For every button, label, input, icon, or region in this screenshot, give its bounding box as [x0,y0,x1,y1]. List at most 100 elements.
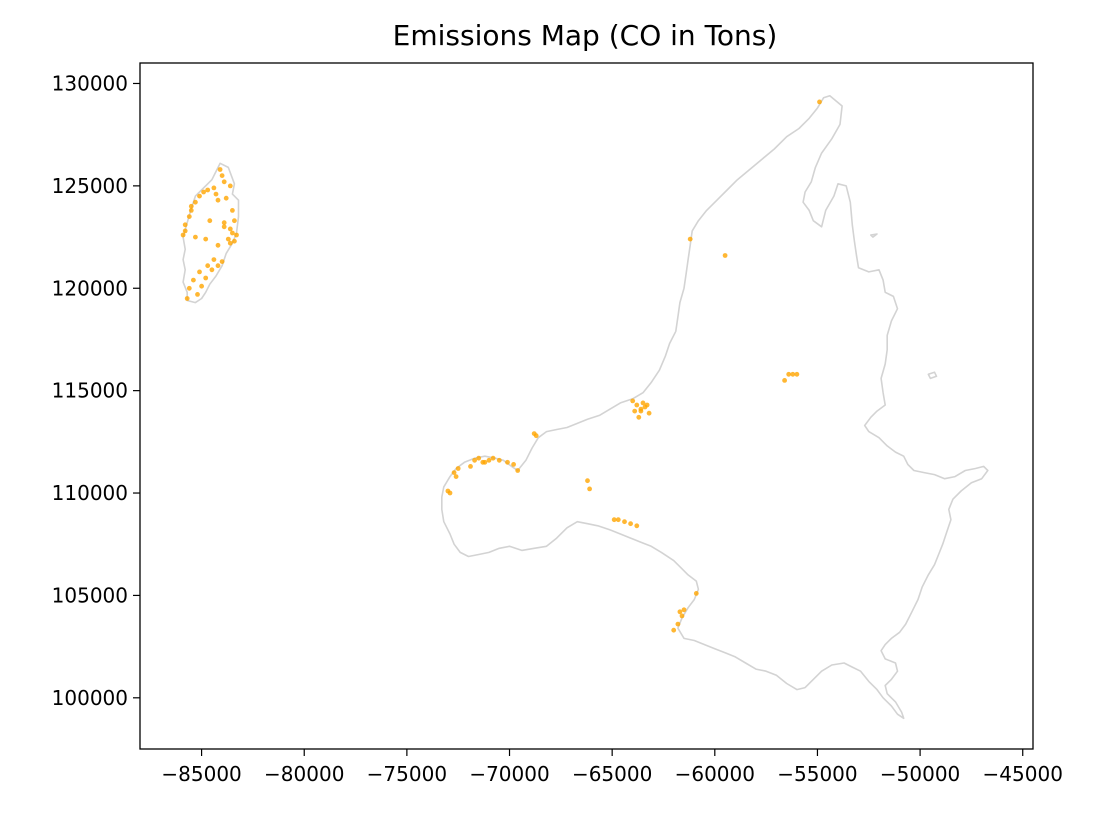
emission-point [671,627,677,633]
emission-point [193,199,198,205]
x-axis: −85000 −80000 −75000 −70000 −65000 −60000 −550… [161,749,1063,786]
emission-point [186,285,192,291]
emission-point [453,474,459,479]
y-tick-label: 100000 [52,686,128,710]
emission-point [628,521,633,527]
emission-point [640,400,646,406]
emission-point [186,214,192,220]
y-tick-label: 120000 [52,276,128,300]
emission-point [646,410,652,416]
emission-point [687,236,693,242]
emission-point [188,208,194,213]
emission-point [677,609,683,615]
x-tick-label: −60000 [675,762,755,786]
emission-point [445,488,451,494]
emission-point [234,232,239,238]
emission-point [515,468,521,473]
emission-point [722,253,728,258]
emission-point [634,402,640,408]
emission-point [232,238,237,244]
emission-point [197,269,202,275]
emission-point [638,408,644,414]
emission-point [215,197,221,203]
emission-point [632,408,638,414]
emission-point [790,371,796,377]
emission-point [203,236,209,242]
x-tick-label: −75000 [367,762,447,786]
emission-point [227,183,233,189]
emission-point [636,414,642,420]
emission-point [675,621,681,627]
emission-point [482,459,488,465]
x-tick-label: −55000 [777,762,857,786]
emission-point [199,283,205,289]
emission-point [634,523,640,529]
emission-point [215,263,221,269]
emission-point [217,167,223,172]
emission-point [219,259,225,264]
emission-point [644,402,650,408]
x-tick-label: −65000 [572,762,652,786]
emission-point [184,296,190,301]
emission-point [486,457,492,463]
emission-point [207,218,213,224]
boundary-layer [182,95,989,720]
boundary-islet-east [927,371,938,380]
emission-point [188,203,194,209]
emission-point [213,191,219,197]
emission-point [817,99,822,105]
emission-point [496,457,502,463]
emission-point [209,267,215,273]
emission-point [221,224,227,230]
boundary-west-island [182,162,240,304]
emission-point [455,466,461,471]
chart-title: Emissions Map (CO in Tons) [393,19,778,52]
emission-point [182,222,188,228]
emission-point [182,228,188,234]
emission-point [511,462,516,467]
x-tick-label: −50000 [880,762,960,786]
emission-point [630,398,636,404]
emission-point [505,459,510,465]
emission-point [195,292,200,297]
y-tick-label: 115000 [52,379,128,403]
y-tick-label: 125000 [52,174,128,198]
emission-point [476,455,482,461]
emission-point [227,226,233,232]
emission-point [794,371,800,377]
emission-point [225,236,231,242]
emission-point [193,234,198,240]
emission-point [191,277,196,283]
emission-point [211,257,217,262]
emission-point [611,517,617,523]
y-tick-label: 105000 [52,583,128,607]
emission-point [211,185,217,191]
emission-point [205,187,211,193]
y-tick-label: 110000 [52,481,128,505]
emission-point [215,242,221,248]
emission-point [615,517,621,523]
boundary-mainland [441,95,989,720]
y-tick-label: 130000 [52,71,128,95]
emission-point [230,208,235,213]
emission-point [782,378,787,383]
emission-point [585,478,590,484]
emission-point [681,607,687,613]
emission-points-layer [180,99,822,633]
y-axis: 100000 105000 110000 115000 120000 125000 1300… [52,71,140,710]
emission-point [205,263,211,269]
plot-frame [139,62,1034,750]
emission-point [472,457,477,463]
emission-point [587,486,592,492]
x-tick-label: −70000 [469,762,549,786]
emission-point [219,173,225,179]
emission-point [490,455,496,461]
emission-point [180,232,186,238]
emission-point [468,464,473,469]
emission-point [786,371,792,377]
emission-point [223,195,229,201]
emission-point [227,240,233,246]
emission-point [230,230,235,236]
